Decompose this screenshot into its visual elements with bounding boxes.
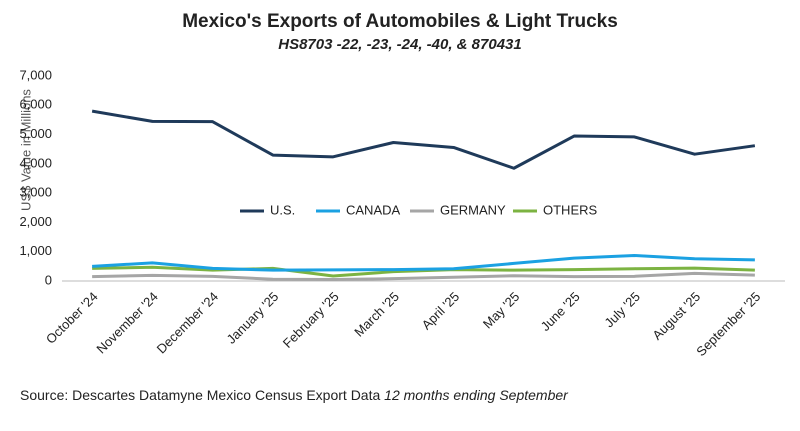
line-series	[92, 254, 755, 272]
x-tick-label: August '25	[649, 289, 703, 343]
x-tick-label: July '25	[601, 289, 642, 330]
y-tick-label: 2,000	[19, 214, 52, 229]
line-series	[92, 271, 755, 282]
legend-label: U.S.	[270, 202, 295, 217]
chart-subtitle: HS8703 -22, -23, -24, -40, & 870431	[278, 36, 522, 53]
y-tick-label: 7,000	[19, 67, 52, 82]
x-tick-label: March '25	[351, 289, 402, 340]
y-tick-label: 5,000	[19, 126, 52, 141]
x-tick-label: December '24	[154, 289, 222, 357]
line-series	[91, 109, 756, 170]
legend-label: CANADA	[346, 202, 401, 217]
x-tick-label: June '25	[538, 289, 583, 334]
y-axis-title: US$ Value in Millions	[18, 89, 33, 211]
source-text: Source: Descartes Datamyne Mexico Census…	[20, 387, 380, 403]
x-tick-label: April '25	[419, 289, 463, 333]
x-tick-label: May '25	[480, 289, 523, 332]
x-tick-label: February '25	[280, 289, 342, 351]
chart-title: Mexico's Exports of Automobiles & Light …	[182, 11, 618, 32]
x-tick-label: September '25	[693, 289, 763, 359]
x-tick-label: November '24	[93, 289, 161, 357]
y-tick-label: 6,000	[19, 97, 52, 112]
legend-label: OTHERS	[543, 202, 598, 217]
y-tick-label: 1,000	[19, 243, 52, 258]
source: Source: Descartes Datamyne Mexico Census…	[20, 387, 569, 403]
source-note: 12 months ending September	[384, 387, 569, 403]
y-tick-label: 4,000	[19, 155, 52, 170]
legend-label: GERMANY	[440, 202, 506, 217]
x-tick-label: October '24	[43, 289, 101, 347]
y-tick-label: 3,000	[19, 185, 52, 200]
y-tick-label: 0	[45, 272, 52, 287]
x-tick-label: January '25	[224, 289, 282, 347]
